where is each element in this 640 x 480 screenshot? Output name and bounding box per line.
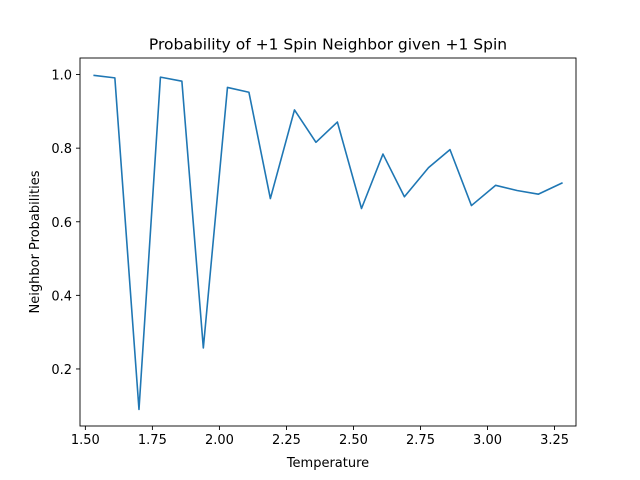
chart-title: Probability of +1 Spin Neighbor given +1… bbox=[149, 36, 507, 54]
y-tick-label: 0.2 bbox=[51, 363, 72, 378]
x-tick-label: 2.75 bbox=[406, 433, 435, 448]
x-tick-label: 2.25 bbox=[272, 433, 301, 448]
y-tick-label: 0.6 bbox=[51, 216, 72, 231]
x-axis-label: Temperature bbox=[286, 456, 369, 471]
x-tick-label: 3.00 bbox=[473, 433, 502, 448]
y-axis-label: Neighbor Probabilities bbox=[28, 170, 43, 313]
y-tick-label: 0.4 bbox=[51, 289, 72, 304]
x-tick-label: 2.00 bbox=[205, 433, 234, 448]
series-line bbox=[93, 74, 563, 411]
x-tick-label: 1.75 bbox=[138, 433, 167, 448]
x-tick-label: 1.50 bbox=[71, 433, 100, 448]
x-tick-label: 2.50 bbox=[339, 433, 368, 448]
y-tick-label: 1.0 bbox=[51, 69, 72, 84]
plot-frame bbox=[79, 57, 577, 427]
plot-area: 1.50 1.75 2.00 2.25 2.50 2.75 3.00 3.25 0.2 0.4 0.… bbox=[51, 57, 577, 448]
x-tick-label: 3.25 bbox=[540, 433, 569, 448]
y-tick-label: 0.8 bbox=[51, 142, 72, 157]
